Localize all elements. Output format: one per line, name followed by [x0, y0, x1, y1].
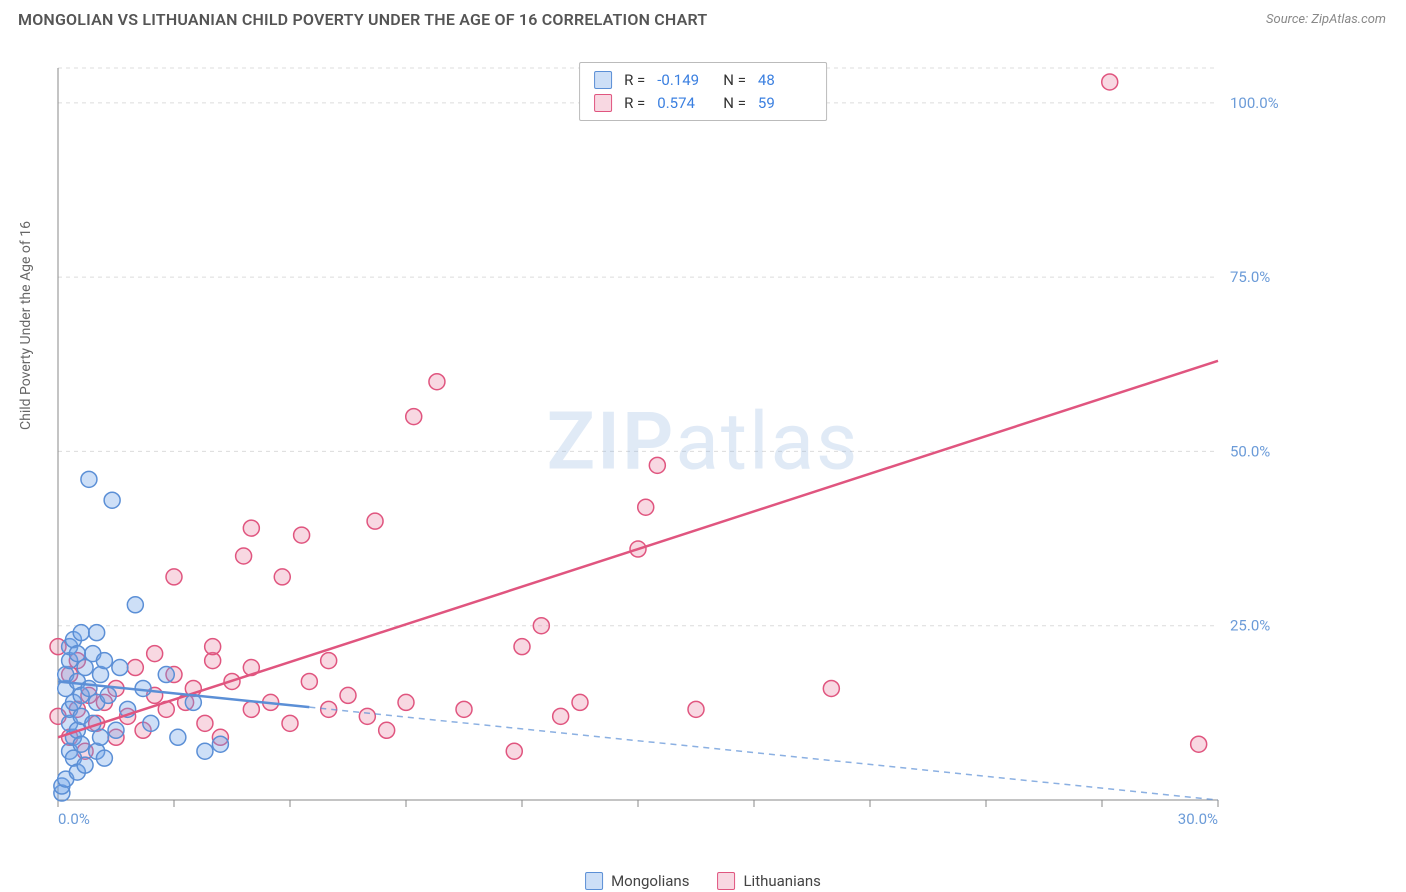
svg-text:100.0%: 100.0%: [1230, 94, 1279, 112]
r-mongolians: -0.149: [657, 69, 711, 92]
svg-text:75.0%: 75.0%: [1230, 268, 1270, 286]
svg-text:0.0%: 0.0%: [58, 810, 90, 828]
legend-item-lithuanians: Lithuanians: [717, 872, 820, 890]
legend-swatch-lithuanians: [717, 872, 735, 890]
stats-row-mongolians: R = -0.149 N = 48: [594, 69, 812, 92]
legend-item-mongolians: Mongolians: [585, 872, 689, 890]
y-axis-label: Child Poverty Under the Age of 16: [18, 221, 34, 430]
r-lithuanians: 0.574: [657, 92, 711, 115]
scatter-chart-svg: 25.0% 50.0% 75.0% 100.0% 0.0% 30.0%: [48, 60, 1298, 840]
n-lithuanians: 59: [758, 92, 812, 115]
bottom-legend: Mongolians Lithuanians: [585, 872, 821, 890]
n-mongolians: 48: [758, 69, 812, 92]
chart-title: MONGOLIAN VS LITHUANIAN CHILD POVERTY UN…: [18, 10, 707, 29]
source-credit: Source: ZipAtlas.com: [1266, 12, 1386, 27]
legend-label-mongolians: Mongolians: [611, 872, 689, 890]
svg-text:30.0%: 30.0%: [1178, 810, 1218, 828]
svg-text:50.0%: 50.0%: [1230, 442, 1270, 460]
swatch-lithuanians: [594, 94, 612, 112]
legend-swatch-mongolians: [585, 872, 603, 890]
swatch-mongolians: [594, 71, 612, 89]
stats-legend: R = -0.149 N = 48 R = 0.574 N = 59: [579, 62, 827, 121]
svg-text:25.0%: 25.0%: [1230, 617, 1270, 635]
chart-area: 25.0% 50.0% 75.0% 100.0% 0.0% 30.0%: [48, 60, 1298, 840]
legend-label-lithuanians: Lithuanians: [743, 872, 820, 890]
stats-row-lithuanians: R = 0.574 N = 59: [594, 92, 812, 115]
